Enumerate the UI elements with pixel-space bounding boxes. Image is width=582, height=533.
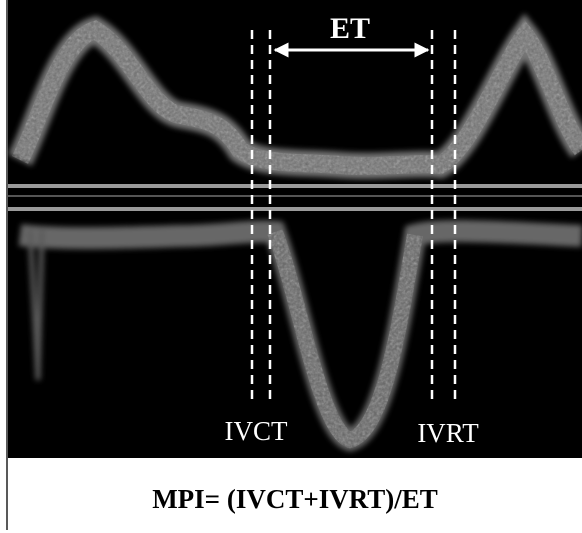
baseline-bar bbox=[8, 184, 582, 188]
baseline-bar bbox=[8, 207, 582, 211]
ivct-label: IVCT bbox=[225, 416, 288, 446]
dashed-markers bbox=[250, 30, 457, 405]
caption: MPI= (IVCT+IVRT)/ET bbox=[152, 484, 438, 514]
baseline bbox=[8, 195, 582, 197]
et-label: ET bbox=[330, 12, 370, 45]
ivrt-label: IVRT bbox=[417, 418, 479, 448]
